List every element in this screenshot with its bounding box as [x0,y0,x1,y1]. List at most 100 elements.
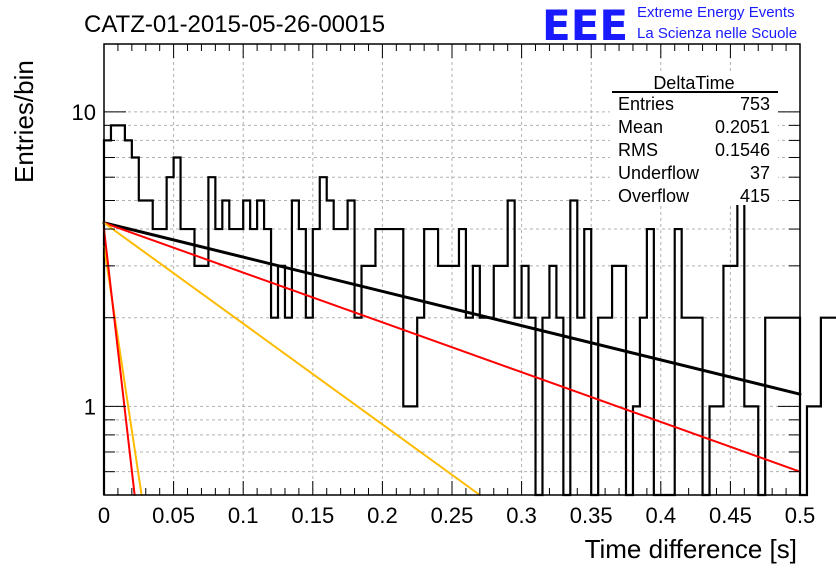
x-axis-label: Time difference [s] [585,534,797,564]
stats-row-label: Overflow [618,186,690,206]
histogram-bin [417,318,424,495]
stats-row-value: 415 [740,186,770,206]
histogram-bin [556,318,563,495]
stats-row-value: 0.1546 [715,140,770,160]
histogram-bin [459,229,466,495]
histogram-bin [689,318,696,495]
histogram-bin [181,229,188,495]
histogram-bin [188,229,195,495]
histogram-bin [765,318,772,495]
histogram-bin [410,406,417,495]
histogram-bin [250,229,257,495]
stats-rows: Entries 753 Mean 0.2051 RMS 0.1546 Underflow 37… [618,94,770,206]
histogram-bin [348,201,355,495]
stats-box: DeltaTime Entries 753 Mean 0.2051 RMS 0.1546 U… [610,73,778,206]
histogram-bin [828,318,835,495]
histogram-bin [675,229,682,495]
histogram-bin [487,318,494,495]
histogram-bin [682,318,689,495]
histogram-bin [438,266,445,495]
axis-ticks [103,44,801,496]
logo-mark: EEE [542,1,628,50]
logo-line-1: Extreme Energy Events [637,4,795,21]
x-tick-label: 0.3 [506,503,537,528]
histogram-bin [208,177,215,495]
histogram-bin [730,266,737,495]
eee-logo: EEE Extreme Energy Events La Scienza nel… [542,1,797,50]
histogram-bin [473,266,480,495]
histogram-bin [647,229,654,495]
fit-line-3 [103,221,481,496]
histogram-bin [146,201,153,495]
histogram-bin [529,318,536,495]
stats-row-value: 753 [740,94,770,114]
histogram-bin [619,266,626,495]
y-tick-label: 10 [72,100,96,125]
histogram-bin [577,318,584,495]
histogram-bin [508,201,515,495]
histogram-bin [222,201,229,495]
x-tick-label: 0 [98,503,110,528]
histogram-bin [452,266,459,495]
histogram-bin [515,318,522,495]
histogram-bin [167,177,174,495]
histogram-bin [480,318,487,495]
histogram-bin [243,201,250,495]
histogram-bin [264,229,271,495]
histogram-bin [201,266,208,495]
x-tick-label: 0.05 [152,503,195,528]
y-tick-labels: 1 10 [72,100,96,419]
histogram-bin [139,201,146,495]
histogram-bin [431,229,438,495]
x-tick-labels: 0 0.05 0.1 0.15 0.2 0.25 0.3 0.35 0.4 0.45 0.5 [98,503,815,528]
histogram-bin [160,229,167,495]
histogram-bin [257,201,264,495]
histogram-bin [445,266,452,495]
stats-row-label: Mean [618,117,663,137]
histogram-bin [132,157,139,495]
histogram-bin [542,318,549,495]
histogram-bin [368,266,375,495]
histogram-bin [710,406,717,495]
histogram-bin [299,229,306,495]
histogram-bin [549,266,556,495]
histogram-bin [522,266,529,495]
histogram-bin [236,229,243,495]
stats-row-label: RMS [618,140,658,160]
histogram-bin [633,406,640,495]
histogram-bin [612,266,619,495]
histogram-bin [696,318,703,495]
histogram-bin [362,266,369,495]
histogram-bin [494,266,501,495]
histogram-bin [640,318,647,495]
stats-title: DeltaTime [653,73,734,93]
chart-title: CATZ-01-2015-05-26-00015 [84,11,385,38]
histogram-bin [382,229,389,495]
x-tick-label: 0.5 [785,503,816,528]
stats-row-label: Underflow [618,163,700,183]
x-tick-label: 0.15 [291,503,334,528]
x-tick-label: 0.25 [431,503,474,528]
histogram-bin [821,318,828,495]
histogram-bin [278,266,285,495]
stats-row-value: 37 [750,163,770,183]
histogram-bin [320,177,327,495]
stats-row-label: Entries [618,94,674,114]
histogram-bin [153,229,160,495]
y-tick-label: 1 [84,394,96,419]
histogram-bin [584,229,591,495]
histogram-bin [118,125,125,495]
histogram-bin [389,229,396,495]
fit-line-5 [103,228,136,496]
histogram-bin [313,229,320,495]
histogram-bin [396,229,403,495]
histogram-bin [285,318,292,495]
histogram-bin [723,266,730,495]
histogram-bin [174,157,181,495]
histogram-bin [215,229,222,495]
histogram-bin [751,406,758,495]
histogram-bin [716,406,723,495]
logo-line-2: La Scienza nelle Scuole [637,25,797,42]
histogram-bin [292,201,299,495]
